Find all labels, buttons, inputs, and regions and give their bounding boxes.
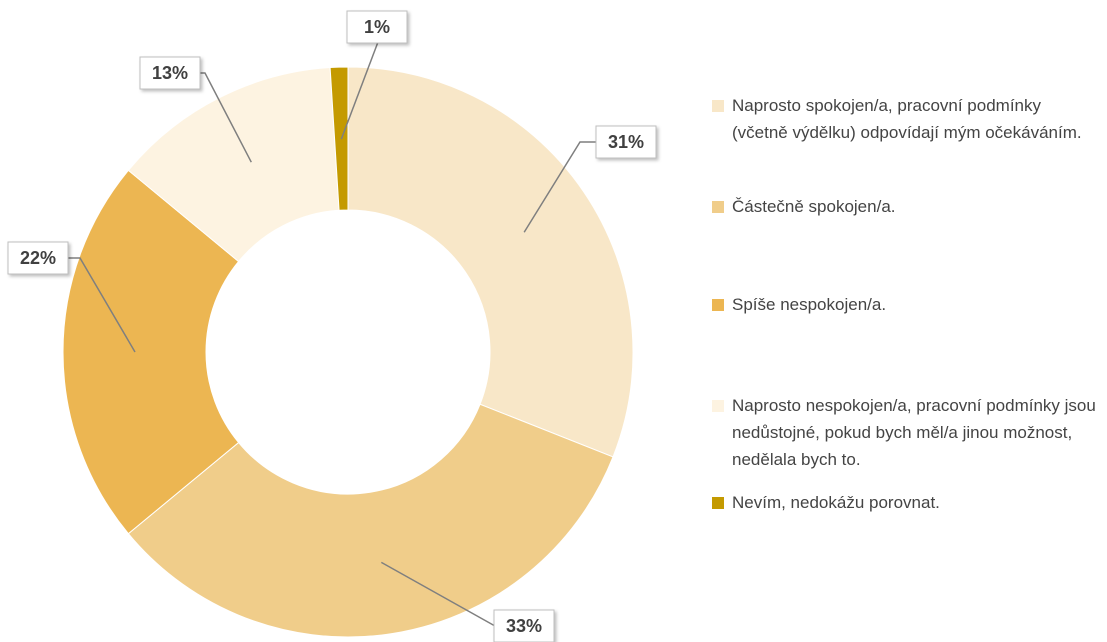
legend-label: Naprosto nespokojen/a, pracovní podmínky… xyxy=(732,396,1096,469)
leader-line xyxy=(68,257,136,353)
legend-swatch xyxy=(712,400,724,412)
data-label: 31% xyxy=(608,132,644,152)
label-box xyxy=(346,10,408,44)
legend-item: Naprosto nespokojen/a, pracovní podmínky… xyxy=(712,392,1097,473)
legend-label: Spíše nespokojen/a. xyxy=(732,295,887,314)
data-label: 22% xyxy=(20,248,56,268)
label-box xyxy=(493,609,555,642)
legend-item: Spíše nespokojen/a. xyxy=(712,291,1097,318)
donut-slice xyxy=(347,66,634,458)
data-label: 13% xyxy=(152,63,188,83)
legend-item: Naprosto spokojen/a, pracovní podmínky (… xyxy=(712,92,1097,146)
legend-swatch xyxy=(712,299,724,311)
label-box xyxy=(7,241,69,275)
data-label: 33% xyxy=(506,616,542,636)
legend-swatch xyxy=(712,100,724,112)
donut-slice xyxy=(127,403,614,638)
legend-item: Nevím, nedokážu porovnat. xyxy=(712,489,1097,516)
legend-label: Částečně spokojen/a. xyxy=(732,197,896,216)
leader-line xyxy=(200,72,252,163)
legend-label: Naprosto spokojen/a, pracovní podmínky (… xyxy=(732,96,1082,142)
label-box xyxy=(139,56,201,90)
donut-slice xyxy=(329,66,349,211)
leader-line xyxy=(380,561,496,627)
donut-slice xyxy=(127,67,340,263)
legend-item: Částečně spokojen/a. xyxy=(712,193,1097,220)
leader-line xyxy=(523,141,596,233)
legend-swatch xyxy=(712,497,724,509)
label-box xyxy=(595,125,657,159)
donut-slice xyxy=(62,169,240,535)
leader-line xyxy=(340,41,379,140)
data-label: 1% xyxy=(364,17,390,37)
legend-swatch xyxy=(712,201,724,213)
legend-label: Nevím, nedokážu porovnat. xyxy=(732,493,940,512)
